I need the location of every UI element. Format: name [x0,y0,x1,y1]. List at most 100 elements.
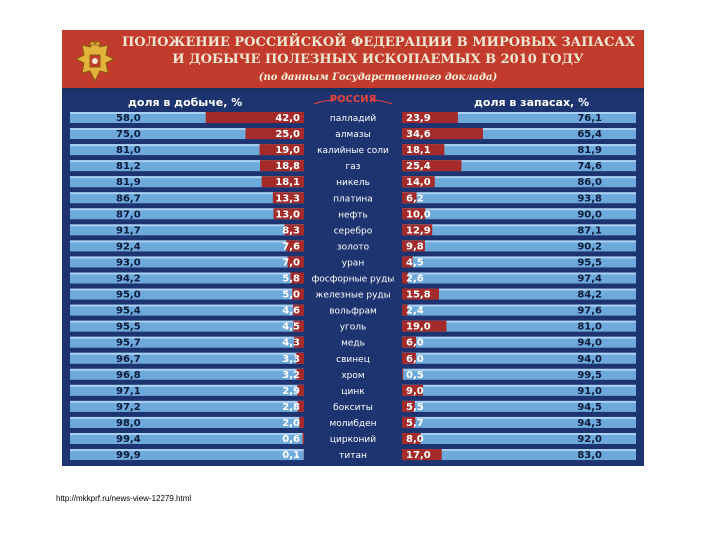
left-bar-highlight [70,320,304,323]
category-label: уголь [340,323,367,333]
left-rest-bar [70,176,304,188]
right-rest-value: 92,0 [577,434,602,445]
right-russia-value: 25,4 [406,161,431,172]
left-rest-value: 97,2 [116,402,141,413]
left-russia-bar [273,208,304,220]
right-russia-bar [402,128,483,140]
left-russia-value: 8,3 [282,225,300,236]
right-bar-highlight [402,112,636,114]
right-bar-highlight [402,144,636,147]
right-rest-bar [402,208,636,220]
right-bar-highlight [402,449,636,452]
right-russia-value: 8,0 [406,434,424,445]
right-rest-bar [402,433,636,444]
left-russia-bar [297,384,304,396]
russia-bracket-right [369,99,393,105]
left-rest-value: 58,0 [116,113,141,124]
right-russia-bar [402,368,404,380]
right-rest-value: 81,0 [577,322,602,333]
left-rest-value: 86,7 [116,193,141,204]
category-label: никель [336,178,370,188]
source-link[interactable]: http://mkkprf.ru/news-view-12279.html [56,494,192,503]
left-russia-value: 0,1 [282,450,300,461]
right-bar-highlight [402,384,636,387]
left-bar-highlight [70,304,304,307]
right-russia-value: 6,2 [406,193,424,204]
right-bar-highlight [402,368,636,371]
right-rest-value: 93,8 [577,193,602,204]
left-rest-bar [70,288,304,300]
category-label: уран [342,258,365,268]
left-russia-value: 4,3 [282,338,300,349]
right-russia-bar [402,304,408,316]
right-russia-bar [402,272,409,284]
left-bar-highlight [70,144,304,147]
left-rest-value: 95,5 [116,322,141,333]
left-rest-value: 93,0 [116,257,141,268]
mineral-share-chart: 58,0 42,0 палладий 23,9 76,1 75,0 25,0 алмазы 34… [70,99,636,461]
right-russia-value: 6,0 [406,338,424,349]
left-rest-bar [70,416,304,428]
right-rest-bar [402,128,636,140]
right-rest-bar [402,272,636,284]
left-russia-value: 7,6 [282,241,300,252]
category-label: цирконий [330,435,376,445]
left-russia-value: 13,3 [275,193,300,204]
right-russia-value: 2,6 [406,274,424,285]
right-russia-bar [402,400,415,412]
left-rest-bar [70,240,304,252]
right-bar-highlight [402,128,636,131]
right-bar-highlight [402,176,636,179]
left-russia-value: 0,6 [282,434,300,445]
left-rest-bar [70,272,304,284]
left-russia-value: 2,9 [282,386,300,397]
category-label: молибден [329,419,376,429]
right-rest-value: 95,5 [577,257,602,268]
right-russia-bar [402,176,435,188]
left-bar-highlight [70,449,304,452]
right-russia-bar [402,208,426,220]
category-label: газ [345,162,360,172]
right-bar-highlight [402,240,636,243]
coat-of-arms-icon [74,40,116,83]
left-russia-bar [272,192,304,204]
right-rest-bar [402,320,636,332]
left-bar-highlight [70,256,304,259]
right-russia-value: 9,0 [406,386,424,397]
left-russia-bar [290,272,304,284]
right-rest-bar [402,336,636,348]
right-rest-bar [402,112,636,123]
right-rest-value: 83,0 [577,450,602,461]
right-rest-bar [402,416,636,428]
category-label: цинк [341,387,365,397]
left-bar-highlight [70,416,304,419]
left-rest-value: 81,9 [116,177,141,188]
left-rest-bar [70,224,304,236]
left-russia-value: 2,8 [282,402,300,413]
left-rest-bar [70,304,304,316]
left-rest-value: 95,4 [116,306,141,317]
right-russia-value: 23,9 [406,113,431,124]
right-russia-bar [402,352,417,364]
right-rest-value: 94,3 [577,418,602,429]
right-rest-bar [402,449,636,461]
right-russia-value: 6,0 [406,354,424,365]
left-rest-value: 75,0 [116,129,141,140]
right-russia-bar [402,144,445,156]
left-russia-bar [296,352,304,364]
left-russia-bar [259,144,304,156]
right-russia-bar [402,416,416,428]
left-rest-value: 95,7 [116,338,141,349]
left-rest-value: 92,4 [116,241,141,252]
right-rest-bar [402,256,636,268]
right-rest-value: 94,5 [577,402,602,413]
right-russia-bar [402,384,424,396]
left-russia-bar [293,320,304,332]
left-rest-bar [70,449,304,461]
left-bar-highlight [70,352,304,355]
left-rest-value: 81,2 [116,161,141,172]
right-rest-value: 84,2 [577,290,602,301]
left-russia-value: 5,0 [282,290,300,301]
left-russia-bar [296,368,304,380]
right-russia-value: 34,6 [406,129,431,140]
